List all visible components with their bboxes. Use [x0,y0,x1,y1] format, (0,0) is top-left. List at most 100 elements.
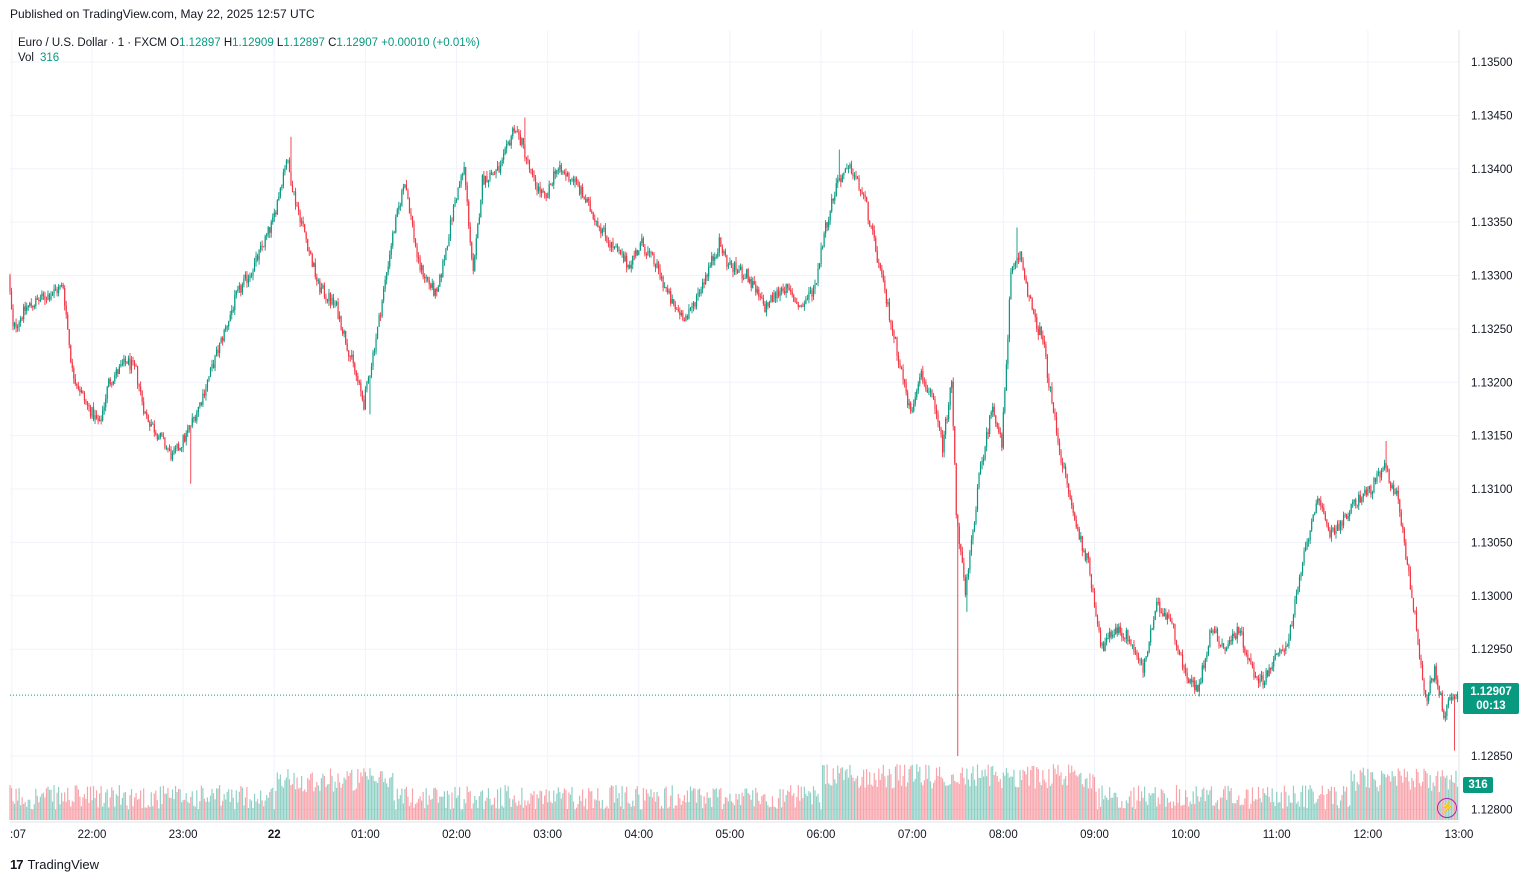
candle-body [626,255,628,268]
volume-bar [498,808,500,820]
volume-bar [430,799,432,820]
volume-bar [405,786,408,820]
candle-body [685,315,687,322]
volume-bar [733,805,736,820]
volume-bar [1297,801,1299,820]
volume-bar [803,786,805,820]
candle-body [1065,466,1067,474]
candle-body [1274,654,1276,660]
volume-bar [1397,768,1399,820]
volume-bar [982,776,985,820]
volume-bar [1409,789,1411,820]
candle-body [311,254,313,267]
volume-bar [1341,794,1343,820]
volume-bar [557,787,559,820]
volume-bar [1093,776,1096,820]
volume-bar [477,808,479,820]
volume-bar [834,779,836,820]
candle-body [1118,626,1120,634]
candle-body [1408,564,1410,572]
candle-body [21,318,23,320]
volume-bar [825,784,827,820]
volume-bar [68,799,70,820]
candle-body [788,287,790,290]
tradingview-logo[interactable]: 17 TradingView [10,857,99,872]
volume-bar [490,805,493,820]
candle-body [1042,335,1044,341]
candle-body [642,238,644,247]
volume-bar [437,802,439,820]
volume-bar [1417,771,1419,820]
volume-bar [1185,790,1187,820]
volume-bar [358,782,360,820]
candle-body [1368,486,1370,489]
volume-bar [907,782,909,820]
volume-bar [133,797,136,820]
volume-bar [1324,809,1326,820]
candle-body [1197,684,1199,692]
volume-value: 316 [40,52,60,64]
time-tick-label: 12:00 [1353,829,1382,841]
volume-bar [636,786,638,820]
lightning-icon[interactable]: ⚡ [1437,798,1457,818]
volume-bar [1349,805,1351,820]
volume-bar [162,785,165,820]
candle-body [758,289,760,297]
candle-body [290,171,292,186]
candle-body [1007,338,1009,365]
candle-body [1154,611,1156,620]
candle-body [1336,523,1339,531]
last-price-badge: 1.12907 00:13 [1463,683,1519,714]
volume-bar [1081,784,1083,820]
candle-body [390,245,392,255]
volume-bar [582,789,584,820]
time-tick-label: 01:00 [351,829,380,841]
candle-body [1022,260,1024,270]
volume-bar [1306,808,1308,820]
volume-bar [577,803,579,820]
volume-bar [70,806,72,820]
volume-bar [483,809,485,820]
volume-bar [588,788,590,820]
volume-bar [1309,785,1311,820]
candle-body [181,447,183,449]
candle-body [554,171,556,174]
candle-body [1052,402,1055,413]
candle-body [1139,660,1141,662]
candle-body [623,253,625,262]
candle-body [981,461,983,465]
time-tick-label: 10:00 [1171,829,1200,841]
candle-body [466,185,468,202]
candle-body [291,185,294,193]
volume-bar [38,802,40,820]
candle-body [94,415,96,420]
volume-bar [462,809,464,820]
time-tick-label: :07 [10,829,26,841]
volume-bar [741,792,743,820]
volume-bar [276,772,278,820]
candle-body [1385,462,1387,469]
volume-bar [234,809,236,820]
volume-bar [209,795,212,820]
volume-bar [1374,780,1377,820]
candle-body [161,432,163,437]
volume-bar [660,806,663,820]
volume-bar [665,786,667,820]
candle-body [244,274,247,279]
candle-body [791,291,793,296]
candle-body [228,321,230,327]
candle-body [583,196,585,199]
time-tick-label: 02:00 [442,829,471,841]
volume-bar [688,802,690,820]
candle-body [1153,619,1155,629]
volume-bar [458,787,461,820]
volume-bar [1145,801,1147,820]
candle-body [834,196,836,201]
volume-bar [651,797,654,820]
candle-body [197,406,199,413]
candle-body [126,362,128,364]
candle-body [219,342,221,354]
candle-body [188,425,190,430]
price-tick-label: 1.13200 [1471,377,1513,389]
